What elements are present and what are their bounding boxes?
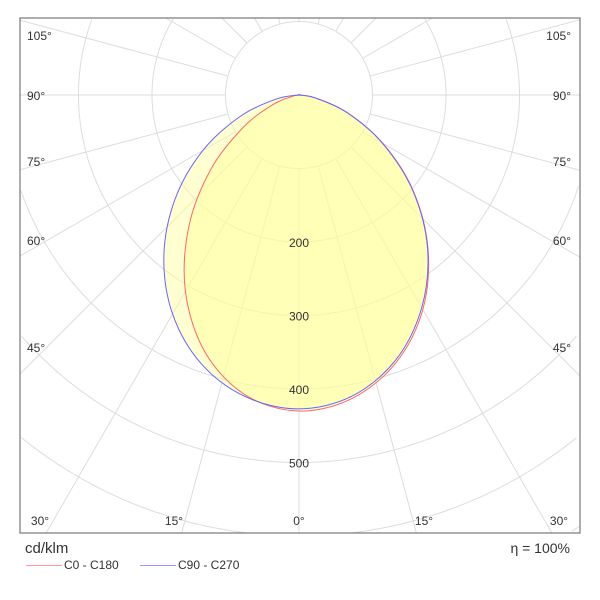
grid-spoke [350, 18, 377, 44]
frame [19, 17, 581, 534]
grid-spoke [20, 146, 248, 375]
grid-spoke [369, 19, 580, 77]
grid-circle [151, 19, 447, 243]
angle-label-left: 90° [27, 89, 45, 103]
angle-label-right: 60° [553, 234, 571, 248]
angle-label-bottom: 30° [550, 514, 568, 528]
grid-spoke [362, 18, 433, 59]
grid-spoke [335, 18, 344, 32]
legend-label: C90 - C270 [178, 558, 240, 572]
angle-label-right: 105° [546, 29, 571, 43]
grid-spoke [369, 113, 580, 171]
grid-spoke [165, 18, 236, 59]
angle-label-left: 45° [27, 341, 45, 355]
series-fill-0 [184, 94, 429, 412]
legend-item-c90: C90 - C270 [140, 558, 239, 572]
grid-spoke [350, 146, 580, 377]
grid [20, 18, 580, 533]
angle-label-bottom: 15° [415, 514, 433, 528]
grid-spoke [221, 18, 248, 44]
angle-label-left: 105° [27, 29, 52, 43]
legend-swatch-blue [140, 564, 176, 566]
grid-spoke [20, 113, 229, 171]
grid-circle [21, 335, 577, 463]
grid-spoke [20, 19, 229, 77]
radial-labels: 200 300 400 500 [289, 236, 309, 471]
angle-label-left: 75° [27, 155, 45, 169]
grid-spoke [317, 165, 417, 533]
angle-labels: 105° 90° 75° 60° 45° 105° 90° 75° 60° 45° 30° 15° 0°… [27, 29, 571, 528]
angle-label-right: 45° [553, 341, 571, 355]
angle-label-right: 90° [553, 89, 571, 103]
grid-spoke [317, 18, 321, 25]
legend-swatch-red [26, 564, 62, 566]
grid-spoke [277, 18, 281, 25]
grid-spoke [362, 131, 580, 258]
series-line-1 [163, 94, 429, 410]
efficiency-label: η = 100% [510, 540, 570, 556]
angle-label-bottom: 0° [293, 514, 305, 528]
legend-item-c0: C0 - C180 [26, 558, 119, 572]
radial-tick-label: 400 [289, 383, 309, 397]
angle-label-left: 60° [27, 234, 45, 248]
radial-tick-label: 500 [289, 457, 309, 471]
grid-spoke [254, 18, 263, 32]
radial-tick-label: 200 [289, 236, 309, 250]
angle-label-bottom: 15° [165, 514, 183, 528]
radial-tick-label: 300 [289, 310, 309, 324]
grid-spoke [45, 158, 263, 533]
angle-label-bottom: 30° [31, 514, 49, 528]
grid-spoke [335, 158, 553, 533]
unit-label: cd/klm [25, 540, 69, 557]
grid-spoke [181, 165, 281, 533]
curves [163, 94, 430, 412]
series-fill-1 [163, 94, 428, 409]
angle-label-right: 75° [553, 155, 571, 169]
grid-circle [21, 437, 577, 533]
legend-label: C0 - C180 [64, 558, 119, 572]
grid-spoke [20, 131, 236, 257]
grid-circle [78, 19, 520, 316]
